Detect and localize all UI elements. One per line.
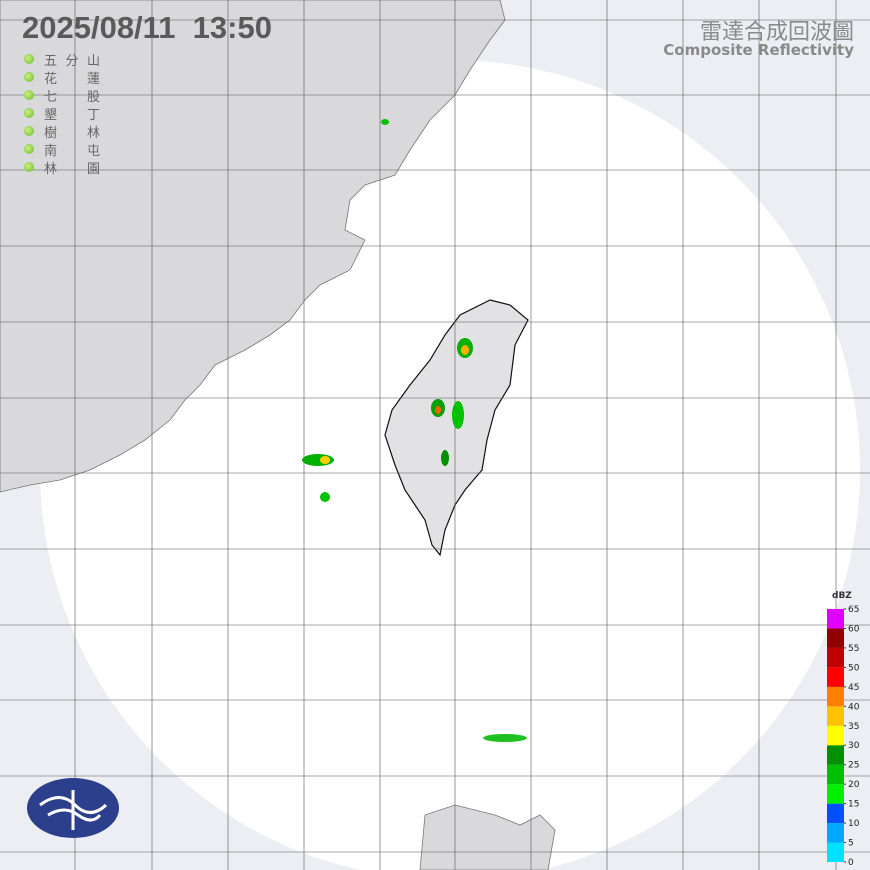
station-name: 墾丁: [44, 107, 100, 123]
tick-label: 65: [848, 605, 859, 615]
tick-label: 15: [848, 800, 859, 810]
color-segment: [827, 628, 844, 648]
tick-label: 0: [848, 858, 854, 868]
station-dot: [24, 72, 34, 82]
station-dot: [24, 144, 34, 154]
station: 花蓮: [24, 68, 100, 87]
datetime: 2025/08/11 13:50: [22, 10, 272, 45]
station: 五分山: [24, 50, 100, 69]
tick-label: 5: [848, 839, 854, 849]
color-segment: [827, 803, 844, 824]
station-dot: [24, 90, 34, 100]
tick-label: 20: [848, 780, 860, 790]
color-segment: [827, 784, 844, 804]
subtitle: Composite Reflectivity: [663, 41, 854, 59]
color-segment: [827, 842, 844, 862]
station-name: 五分山: [44, 53, 100, 69]
logo: [27, 778, 119, 838]
tick-label: 45: [848, 683, 859, 693]
tick-label: 25: [848, 761, 859, 771]
tick-label: 30: [848, 741, 860, 751]
station: 墾丁: [24, 104, 100, 123]
station-dot: [24, 126, 34, 136]
color-bar: 0 5 10 15 20 25 30 35 40 45 50 55 60 65: [827, 605, 860, 868]
color-segment: [827, 823, 844, 843]
station-name: 南屯: [44, 143, 100, 159]
title: 雷達合成回波圖: [699, 20, 854, 45]
station-name: 林園: [44, 161, 100, 177]
tick-label: 40: [848, 702, 860, 712]
tick-label: 55: [848, 644, 859, 654]
tick-label: 50: [848, 663, 860, 673]
station: 林園: [24, 158, 100, 177]
tick-label: 60: [848, 624, 860, 634]
station-list: 五分山花蓮七股墾丁樹林南屯林園: [24, 50, 100, 177]
station: 樹林: [24, 122, 100, 141]
island-south: [419, 804, 556, 870]
color-segment: [827, 745, 844, 765]
color-segment: [827, 764, 844, 785]
tick-label: 10: [848, 819, 860, 829]
color-segment: [827, 609, 844, 629]
station: 南屯: [24, 140, 100, 159]
station-name: 七股: [44, 89, 100, 105]
station-dot: [24, 108, 34, 118]
tick-label: 35: [848, 722, 859, 732]
station-dot: [24, 54, 34, 64]
station-name: 花蓮: [44, 71, 100, 87]
station: 七股: [24, 86, 100, 105]
color-segment: [827, 706, 844, 726]
color-segment: [827, 667, 844, 687]
color-segment: [827, 725, 844, 746]
color-segment: [827, 686, 844, 707]
station-name: 樹林: [44, 125, 100, 141]
station-dot: [24, 162, 34, 172]
legend-unit: dBZ: [832, 591, 852, 601]
echoes: [302, 119, 527, 742]
color-segment: [827, 647, 844, 668]
